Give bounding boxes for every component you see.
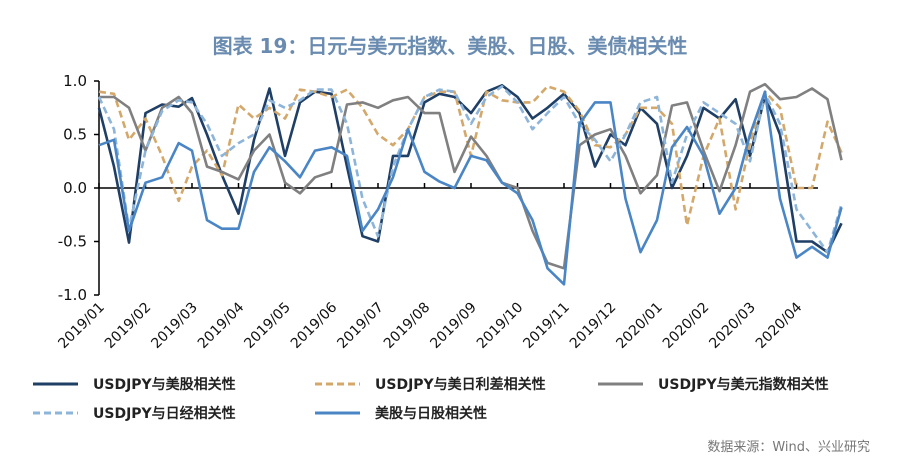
x-tick-label: 2019/11 <box>520 300 572 352</box>
x-tick-label: 2020/01 <box>613 300 665 352</box>
series-line <box>97 85 843 254</box>
y-tick-label: 0.5 <box>63 126 87 144</box>
x-tick-label: 2019/06 <box>288 299 341 352</box>
y-tick-label: 1.0 <box>63 72 87 90</box>
x-tick-label: 2020/04 <box>753 299 806 352</box>
legend-label: USDJPY与美元指数相关性 <box>658 377 829 393</box>
legend-label: USDJPY与美股相关性 <box>93 377 236 393</box>
y-tick-label: -1.0 <box>58 286 87 304</box>
x-tick-label: 2019/02 <box>102 300 154 352</box>
x-tick-label: 2019/01 <box>55 300 107 352</box>
source-note: 数据来源：Wind、兴业研究 <box>707 440 870 455</box>
x-tick-label: 2019/09 <box>427 300 479 352</box>
series-line <box>99 82 843 270</box>
x-tick-label: 2019/08 <box>381 300 433 352</box>
chart-title: 图表 19：日元与美元指数、美股、日股、美债相关性 <box>212 34 688 58</box>
x-tick-label: 2020/03 <box>706 300 758 352</box>
x-tick-label: 2019/04 <box>195 299 248 352</box>
x-tick-label: 2019/10 <box>474 300 526 352</box>
legend-label: USDJPY与美日利差相关性 <box>375 377 546 393</box>
x-tick-label: 2019/03 <box>148 300 200 352</box>
y-tick-label: -0.5 <box>58 233 87 251</box>
legend-label: USDJPY与日经相关性 <box>93 406 236 422</box>
x-tick-label: 2019/05 <box>241 300 293 352</box>
y-tick-label: 0.0 <box>63 179 87 197</box>
x-tick-label: 2020/02 <box>660 300 712 352</box>
x-tick-label: 2019/07 <box>334 300 386 352</box>
legend-label: 美股与日股相关性 <box>375 406 487 422</box>
series-line <box>98 90 843 286</box>
x-tick-label: 2019/12 <box>567 300 619 352</box>
